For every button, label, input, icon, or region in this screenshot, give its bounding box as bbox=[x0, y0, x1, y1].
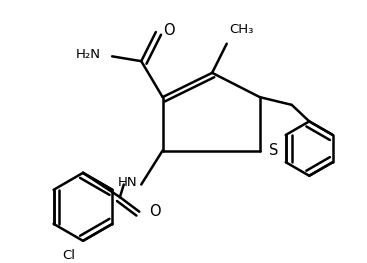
Text: O: O bbox=[164, 23, 175, 38]
Text: HN: HN bbox=[118, 176, 137, 189]
Text: S: S bbox=[269, 143, 279, 158]
Text: Cl: Cl bbox=[62, 249, 75, 262]
Text: O: O bbox=[149, 204, 161, 219]
Text: H₂N: H₂N bbox=[76, 48, 101, 61]
Text: CH₃: CH₃ bbox=[230, 23, 254, 36]
